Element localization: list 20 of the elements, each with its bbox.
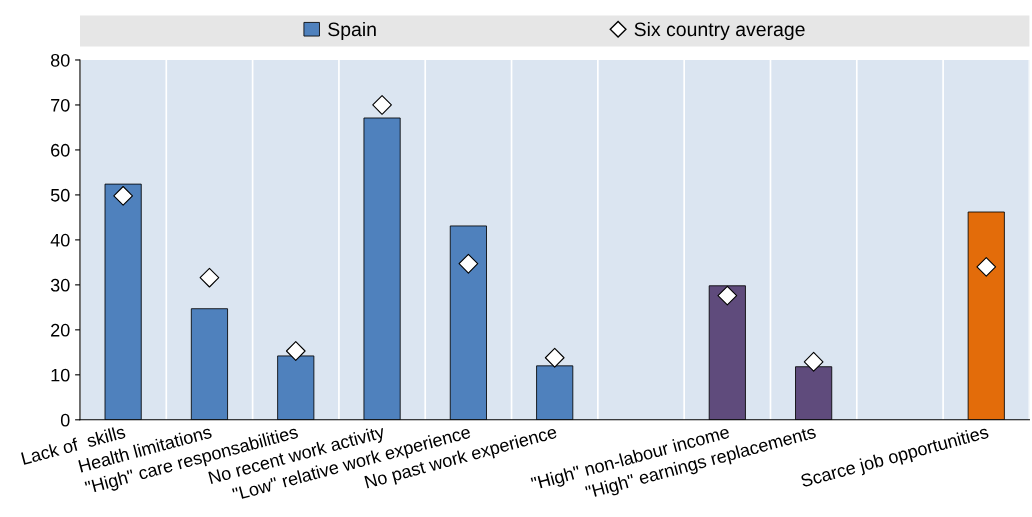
point: [544, 347, 565, 368]
y-tick-label: 60: [51, 143, 70, 157]
y-tick-label: 40: [50, 233, 70, 247]
point: [372, 95, 392, 115]
point: [976, 257, 997, 277]
y-tick-label: 30: [50, 278, 70, 292]
point: [458, 253, 479, 274]
y-tick-label: 0: [60, 413, 70, 427]
y-tick-label: 10: [51, 368, 70, 382]
y-tick-label: 50: [50, 188, 70, 202]
point: [803, 351, 824, 372]
point: [199, 267, 220, 288]
point: [285, 341, 306, 361]
legend-label: Six country average: [634, 21, 805, 41]
y-tick-label: 70: [51, 98, 70, 112]
point: [717, 285, 738, 306]
y-tick-label: 20: [51, 323, 70, 337]
y-tick-label: 80: [50, 53, 70, 67]
legend-label: Spain: [328, 21, 376, 41]
point: [113, 185, 134, 206]
